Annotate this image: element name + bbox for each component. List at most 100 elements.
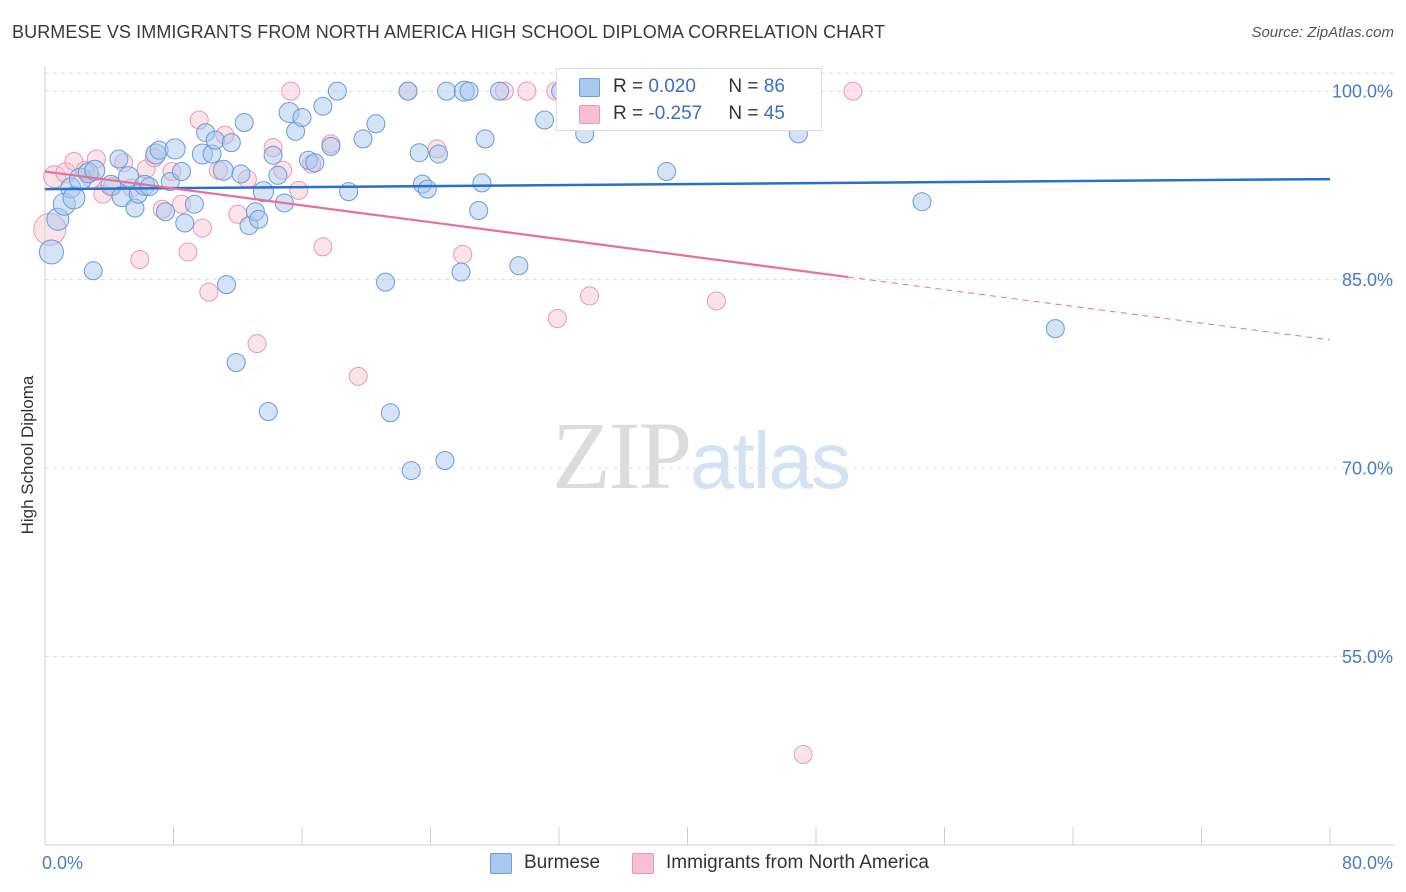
data-point-burmese xyxy=(339,182,359,202)
data-point-burmese xyxy=(409,143,429,163)
legend-n-value: 86 xyxy=(763,76,785,97)
data-point-burmese xyxy=(401,461,421,481)
data-point-north-america xyxy=(178,242,198,262)
data-point-burmese xyxy=(109,149,129,169)
data-point-north-america xyxy=(453,244,473,264)
data-point-burmese xyxy=(217,275,237,295)
tick-labels: 55.0% 70.0% 85.0% 100.0% 0.0% 80.0% xyxy=(42,82,1393,873)
data-point-burmese xyxy=(155,202,175,222)
data-point-burmese xyxy=(535,110,555,130)
legend-swatch-north-america xyxy=(579,104,600,124)
data-point-north-america xyxy=(289,180,309,200)
data-point-burmese xyxy=(184,194,204,214)
data-point-burmese xyxy=(175,213,195,233)
data-point-burmese xyxy=(226,353,246,373)
legend-row-burmese: R = 0.020 N = 86 xyxy=(579,75,785,99)
legend-label-burmese: Burmese xyxy=(524,852,601,873)
data-point-burmese xyxy=(1045,319,1065,339)
data-point-north-america xyxy=(517,81,537,101)
data-point-burmese xyxy=(268,165,288,185)
data-point-burmese xyxy=(398,81,418,101)
trend-line-north-america xyxy=(44,170,849,279)
x-tick-label: 80.0% xyxy=(1342,853,1393,873)
data-point-burmese xyxy=(475,129,495,149)
data-point-burmese xyxy=(376,272,396,292)
legend-r-value: 0.020 xyxy=(648,76,696,97)
data-point-north-america xyxy=(547,309,567,329)
data-point-north-america xyxy=(793,745,813,765)
data-point-burmese xyxy=(249,209,269,229)
data-point-burmese xyxy=(84,159,106,181)
x-tick-label: 0.0% xyxy=(42,853,83,873)
data-point-burmese xyxy=(417,179,437,199)
data-point-burmese xyxy=(292,108,312,128)
data-point-burmese xyxy=(459,81,479,101)
y-tick-label: 55.0% xyxy=(1342,647,1393,667)
axes xyxy=(44,66,1394,846)
data-point-north-america xyxy=(247,334,267,354)
data-point-north-america xyxy=(199,282,219,302)
data-point-burmese xyxy=(509,256,529,276)
series-burmese xyxy=(38,80,1065,481)
legend-swatch-burmese xyxy=(579,77,600,97)
data-point-north-america xyxy=(348,366,368,386)
data-point-north-america xyxy=(313,237,333,257)
grid-lines xyxy=(45,72,1393,658)
legend-swatch-north-america xyxy=(632,852,655,874)
data-point-north-america xyxy=(281,81,301,101)
legend-r-label: R = xyxy=(613,76,649,97)
data-point-north-america xyxy=(130,249,150,269)
data-point-burmese xyxy=(435,451,455,471)
data-point-burmese xyxy=(313,96,333,116)
data-point-burmese xyxy=(205,130,225,150)
trend-lines xyxy=(44,170,1331,341)
data-point-burmese xyxy=(437,81,457,101)
data-point-burmese xyxy=(172,162,192,182)
data-point-burmese xyxy=(38,239,64,265)
data-point-burmese xyxy=(353,129,373,149)
data-point-burmese xyxy=(321,136,341,156)
data-point-north-america xyxy=(843,81,863,101)
trend-line-north-america-extrapolated xyxy=(848,276,1331,341)
data-point-burmese xyxy=(164,138,186,160)
data-point-burmese xyxy=(490,81,510,101)
data-point-burmese xyxy=(212,159,234,181)
data-point-burmese xyxy=(366,114,386,134)
y-tick-label: 85.0% xyxy=(1342,270,1393,290)
series-legend: Burmese Immigrants from North America xyxy=(490,852,961,874)
legend-n-value: 45 xyxy=(763,103,785,124)
data-point-burmese xyxy=(263,145,283,165)
data-point-north-america xyxy=(580,286,600,306)
data-point-burmese xyxy=(657,162,677,182)
y-tick-label: 100.0% xyxy=(1332,82,1393,102)
data-point-burmese xyxy=(380,403,400,423)
data-point-burmese xyxy=(221,133,241,153)
y-tick-label: 70.0% xyxy=(1342,459,1393,479)
legend-row-north-america: R = -0.257 N = 45 xyxy=(579,102,785,126)
data-point-burmese xyxy=(231,164,251,184)
trend-line-burmese xyxy=(44,177,1331,191)
legend-label-north-america: Immigrants from North America xyxy=(666,852,929,873)
legend-item-burmese: Burmese xyxy=(490,852,600,874)
data-point-north-america xyxy=(192,218,212,238)
legend-item-north-america: Immigrants from North America xyxy=(632,852,929,874)
data-point-burmese xyxy=(327,81,347,101)
data-point-burmese xyxy=(83,261,103,281)
data-point-burmese xyxy=(429,144,449,164)
data-point-burmese xyxy=(234,113,254,133)
data-point-burmese xyxy=(472,173,492,193)
chart-title: BURMESE VS IMMIGRANTS FROM NORTH AMERICA… xyxy=(12,22,886,42)
legend-n-label: N = xyxy=(728,103,764,124)
data-point-burmese xyxy=(305,153,325,173)
legend-n-label: N = xyxy=(728,76,764,97)
data-point-burmese xyxy=(912,192,932,212)
data-point-burmese xyxy=(451,262,471,282)
data-point-north-america xyxy=(706,291,726,311)
data-point-burmese xyxy=(469,200,489,220)
legend-r-label: R = xyxy=(613,103,649,124)
source-label: Source: ZipAtlas.com xyxy=(1251,24,1394,41)
data-point-burmese xyxy=(258,402,278,422)
legend-r-value: -0.257 xyxy=(648,103,703,124)
legend-swatch-burmese xyxy=(490,852,512,874)
